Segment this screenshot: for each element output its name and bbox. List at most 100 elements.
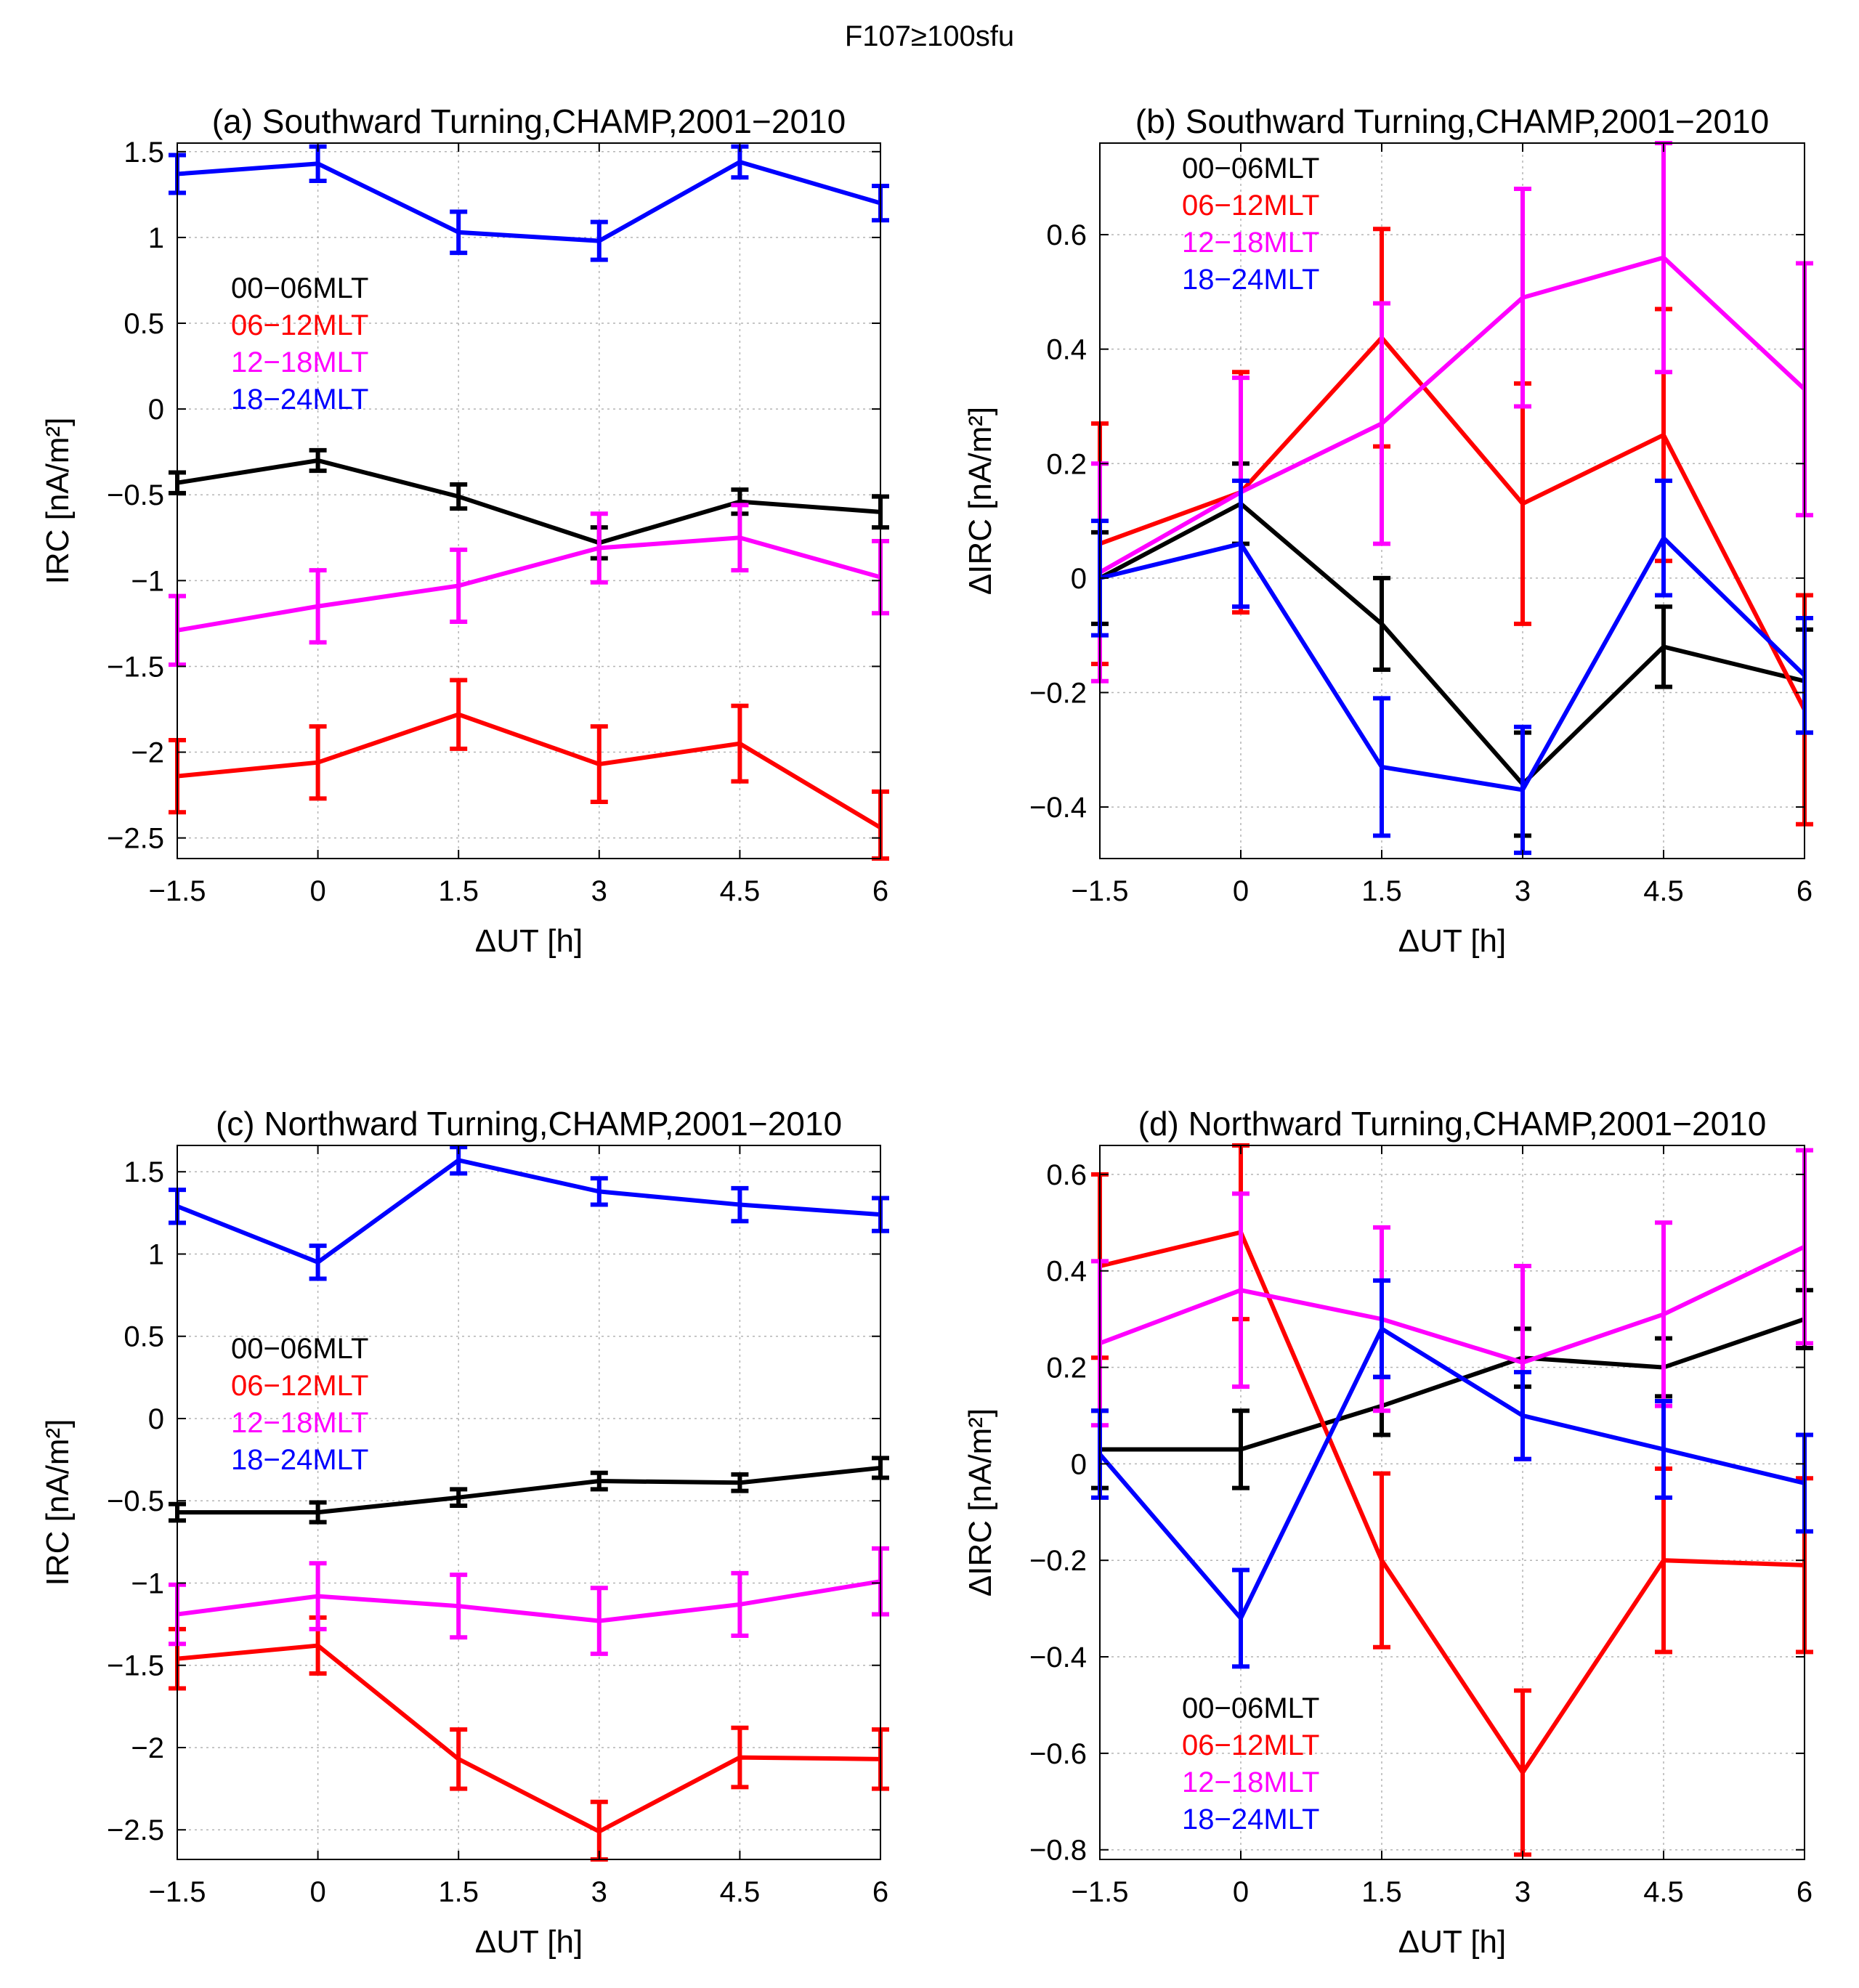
data-point <box>596 762 602 767</box>
data-point <box>315 458 320 463</box>
legend-entry: 18−24MLT <box>231 1444 368 1476</box>
y-tick-label: 0.6 <box>1046 1159 1087 1191</box>
data-point <box>456 1756 461 1761</box>
legend-entry: 06−12MLT <box>1182 190 1319 222</box>
data-point <box>596 1189 602 1194</box>
plot-area <box>177 1145 880 1859</box>
data-point <box>596 1479 602 1484</box>
y-tick-label: −2 <box>131 1732 164 1764</box>
legend: 00−06MLT 06−12MLT 12−18MLT 18−24MLT <box>231 272 368 415</box>
data-point <box>1239 1288 1243 1293</box>
data-point <box>1661 644 1666 649</box>
legend: 00−06MLT 06−12MLT 12−18MLT 18−24MLT <box>1182 1692 1319 1835</box>
data-point <box>1520 1413 1525 1418</box>
y-tick-label: 0.2 <box>1046 448 1087 480</box>
grid-lines <box>177 143 881 859</box>
data-point <box>1380 1558 1384 1563</box>
y-axis-label: ΔIRC [nA/m²] <box>963 407 998 595</box>
data-point <box>1661 535 1666 540</box>
data-point <box>737 535 742 540</box>
data-point <box>1520 787 1525 792</box>
data-point <box>737 741 742 746</box>
panel-d: −1.5 0 1.5 3 4.5 6 0.6 0.4 0.2 0 −0.2 −0.4 −0.6 −0.8 (… <box>963 1105 1813 1960</box>
data-point <box>315 604 320 609</box>
x-tick-label: −1.5 <box>149 1876 206 1908</box>
data-point <box>456 1158 461 1163</box>
data-point <box>1239 1447 1243 1452</box>
data-point <box>1661 1558 1666 1563</box>
x-axis-label: ΔUT [h] <box>1398 1924 1506 1960</box>
x-tick-label: 4.5 <box>720 875 761 907</box>
x-tick-label: 4.5 <box>1643 1876 1684 1908</box>
x-tick-label: 0 <box>309 875 325 907</box>
x-axis-label: ΔUT [h] <box>475 1924 583 1960</box>
panel-title: (c) Northward Turning,CHAMP,2001−2010 <box>216 1105 842 1143</box>
x-axis-label: ΔUT [h] <box>475 923 583 959</box>
data-point <box>315 161 320 166</box>
data-point <box>737 1480 742 1485</box>
series-line <box>1099 534 1807 792</box>
data-point <box>737 1202 742 1207</box>
series-line <box>1098 1244 1806 1366</box>
x-tick-label: 4.5 <box>720 1876 761 1908</box>
y-tick-label: −1.5 <box>107 1650 164 1682</box>
data-point <box>737 499 742 504</box>
x-tick-label: 0 <box>309 1876 325 1908</box>
data-point <box>1661 1312 1666 1317</box>
figure-title: F107≥100sfu <box>844 20 1015 52</box>
y-tick-label: −0.4 <box>1029 1642 1087 1673</box>
panel-title: (d) Northward Turning,CHAMP,2001−2010 <box>1138 1105 1767 1143</box>
axes-frame <box>1099 142 1805 859</box>
y-axis-label: IRC [nA/m²] <box>40 418 76 585</box>
series-12-18MLT <box>169 1546 889 1656</box>
series-line <box>177 1579 881 1623</box>
x-tick-label: −1.5 <box>1072 875 1129 907</box>
legend-entry: 00−06MLT <box>231 1333 368 1365</box>
legend-entry: 18−24MLT <box>231 384 368 415</box>
axes-frame <box>177 142 881 859</box>
data-point <box>456 1604 461 1609</box>
data-point <box>1380 621 1384 626</box>
y-tick-label: 0.6 <box>1046 219 1087 251</box>
legend-entry: 06−12MLT <box>1182 1729 1319 1761</box>
y-tick-label: −0.2 <box>1029 677 1087 709</box>
data-point <box>315 1259 320 1265</box>
x-tick-label: 4.5 <box>1643 875 1684 907</box>
legend-entry: 00−06MLT <box>1182 153 1319 184</box>
y-tick-label: 0 <box>148 394 164 426</box>
data-point <box>1380 764 1384 769</box>
y-tick-label: 1 <box>148 1238 164 1270</box>
y-tick-label: −1 <box>131 565 164 597</box>
panel-a: −1.5 0 1.5 3 4.5 6 1.5 1 0.5 0 −0.5 −1 −1.5 −2 −2.5 (a)… <box>40 102 889 959</box>
y-tick-label: −0.5 <box>107 1485 164 1517</box>
series-line <box>177 159 881 243</box>
grid-lines <box>1099 1145 1805 1859</box>
series-line <box>1099 1230 1805 1777</box>
plot-area <box>177 143 880 859</box>
y-tick-label: 0.2 <box>1046 1352 1087 1384</box>
panel-c: −1.5 0 1.5 3 4.5 6 1.5 1 0.5 0 −0.5 −1 −1.5 −2 −2.5 (c)… <box>40 1105 889 1960</box>
data-point <box>456 712 461 717</box>
series-line <box>177 1465 881 1515</box>
series-line <box>177 712 882 830</box>
legend: 00−06MLT 06−12MLT 12−18MLT 18−24MLT <box>1182 153 1319 296</box>
x-tick-label: 1.5 <box>438 1876 479 1908</box>
x-tick-label: 1.5 <box>438 875 479 907</box>
data-point <box>1239 1615 1243 1620</box>
legend-entry: 00−06MLT <box>1182 1692 1319 1724</box>
x-tick-label: 1.5 <box>1361 1876 1402 1908</box>
y-tick-label: −0.2 <box>1029 1545 1087 1577</box>
series-line <box>1098 1326 1805 1623</box>
data-point <box>456 583 461 588</box>
data-point <box>456 494 461 499</box>
legend-entry: 12−18MLT <box>231 1407 368 1439</box>
series-line <box>1098 334 1807 711</box>
data-point <box>1661 1447 1666 1452</box>
data-point <box>315 1594 320 1599</box>
x-tick-label: 3 <box>1515 875 1531 907</box>
data-point <box>596 1618 602 1623</box>
legend-entry: 18−24MLT <box>1182 1804 1319 1835</box>
series-line <box>176 1158 881 1265</box>
y-tick-label: −2 <box>131 737 164 769</box>
y-tick-label: −0.6 <box>1029 1738 1087 1770</box>
